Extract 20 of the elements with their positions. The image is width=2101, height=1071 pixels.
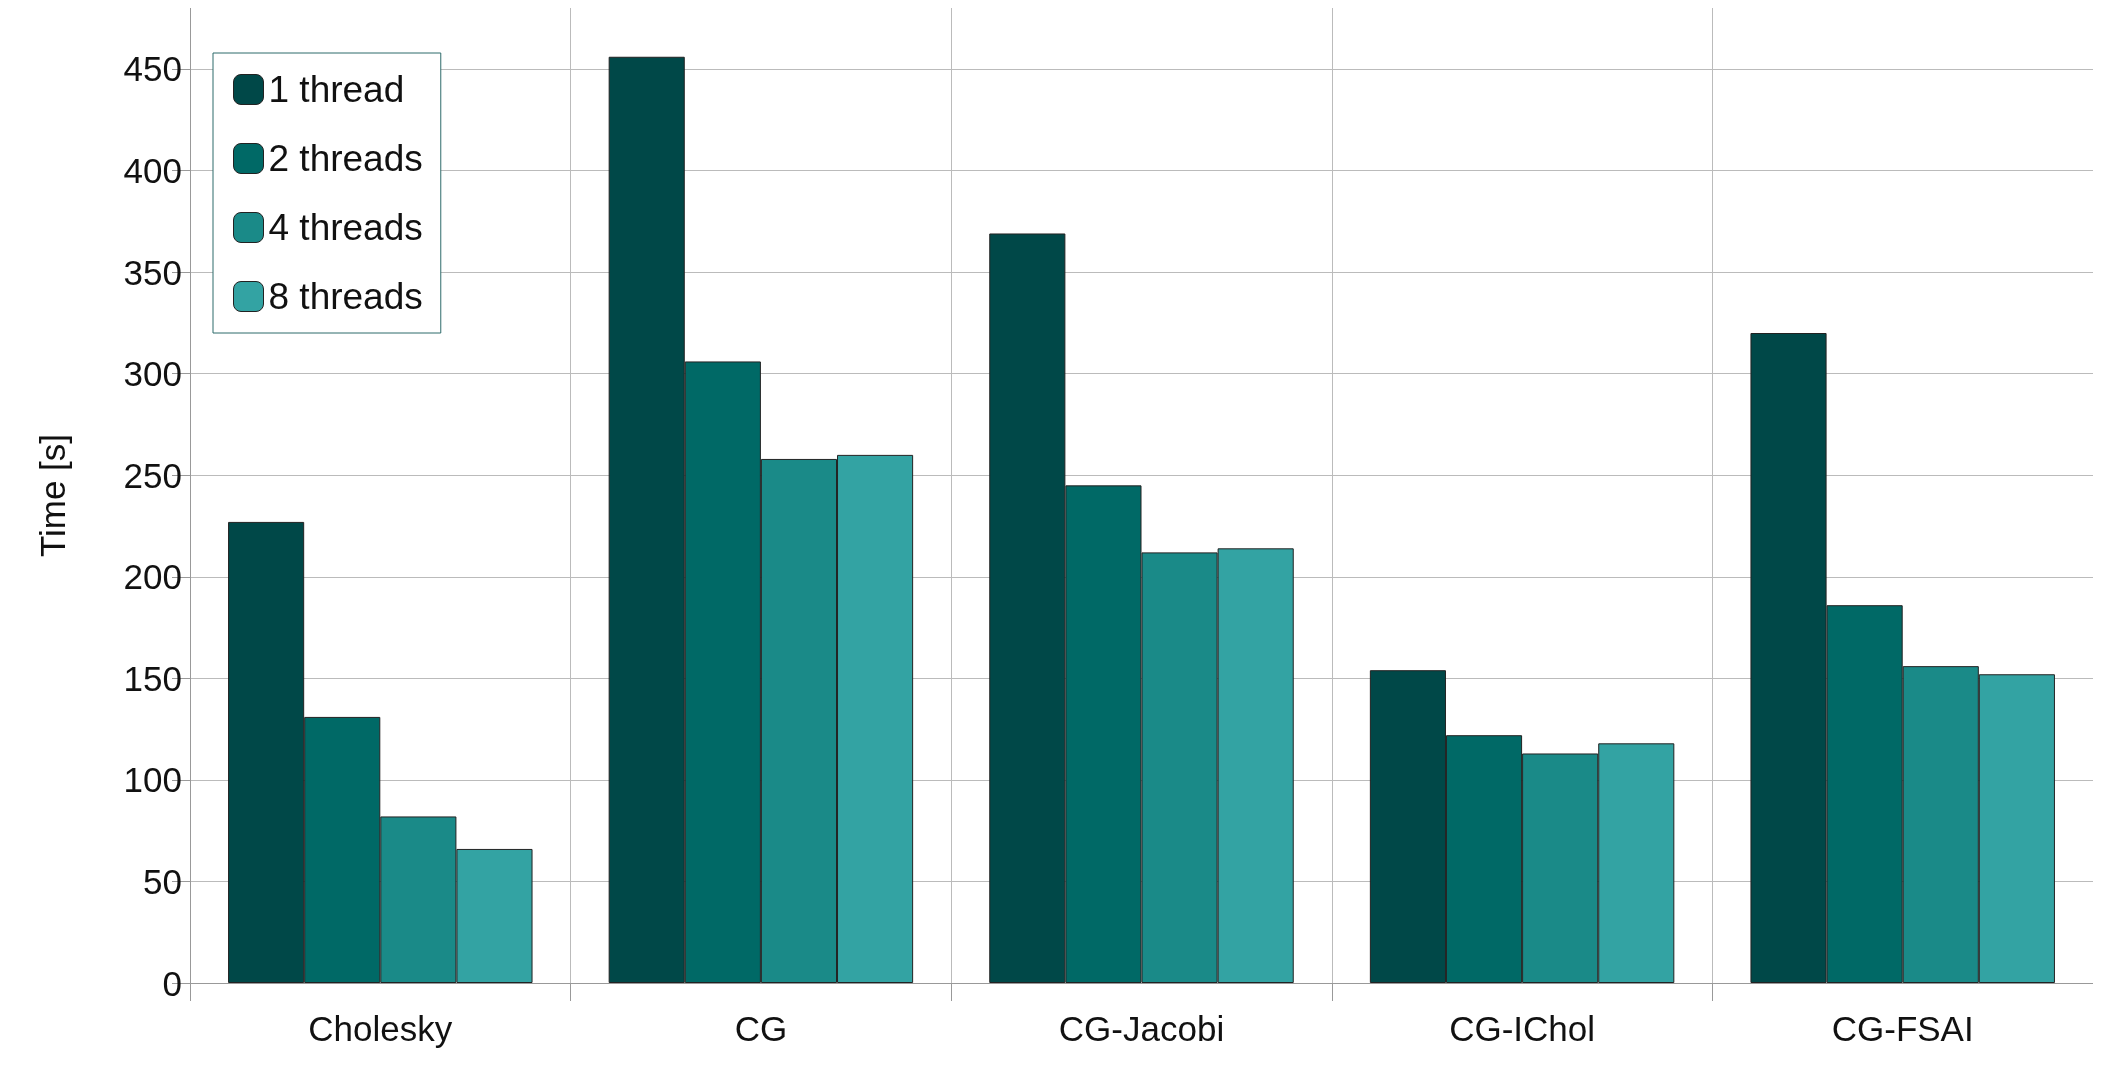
x-tick-label: CG [734,1009,788,1048]
y-tick-label: 100 [123,760,182,800]
y-tick-label: 450 [123,49,182,89]
legend-label: 2 threads [268,138,423,179]
y-axis-title: Time [s] [33,433,72,558]
y-tick-label: 50 [143,861,182,901]
x-tick-label: CG-Jacobi [1058,1009,1225,1048]
y-tick-label: 400 [123,151,182,190]
y-tick-label: 350 [123,252,182,292]
y-tick-label: 0 [162,963,182,1003]
y-tick-label: 200 [123,557,182,597]
legend-label: 1 thread [268,69,405,110]
x-tick-label: Cholesky [308,1009,453,1048]
x-tick-label: CG-IChol [1449,1009,1596,1048]
legend-label: 4 threads [268,207,423,248]
y-tick-label: 300 [123,354,182,394]
x-tick-label: CG-FSAI [1831,1009,1974,1048]
legend-label: 8 threads [268,276,423,317]
y-tick-label: 150 [123,658,182,698]
y-tick-label: 250 [123,455,182,495]
